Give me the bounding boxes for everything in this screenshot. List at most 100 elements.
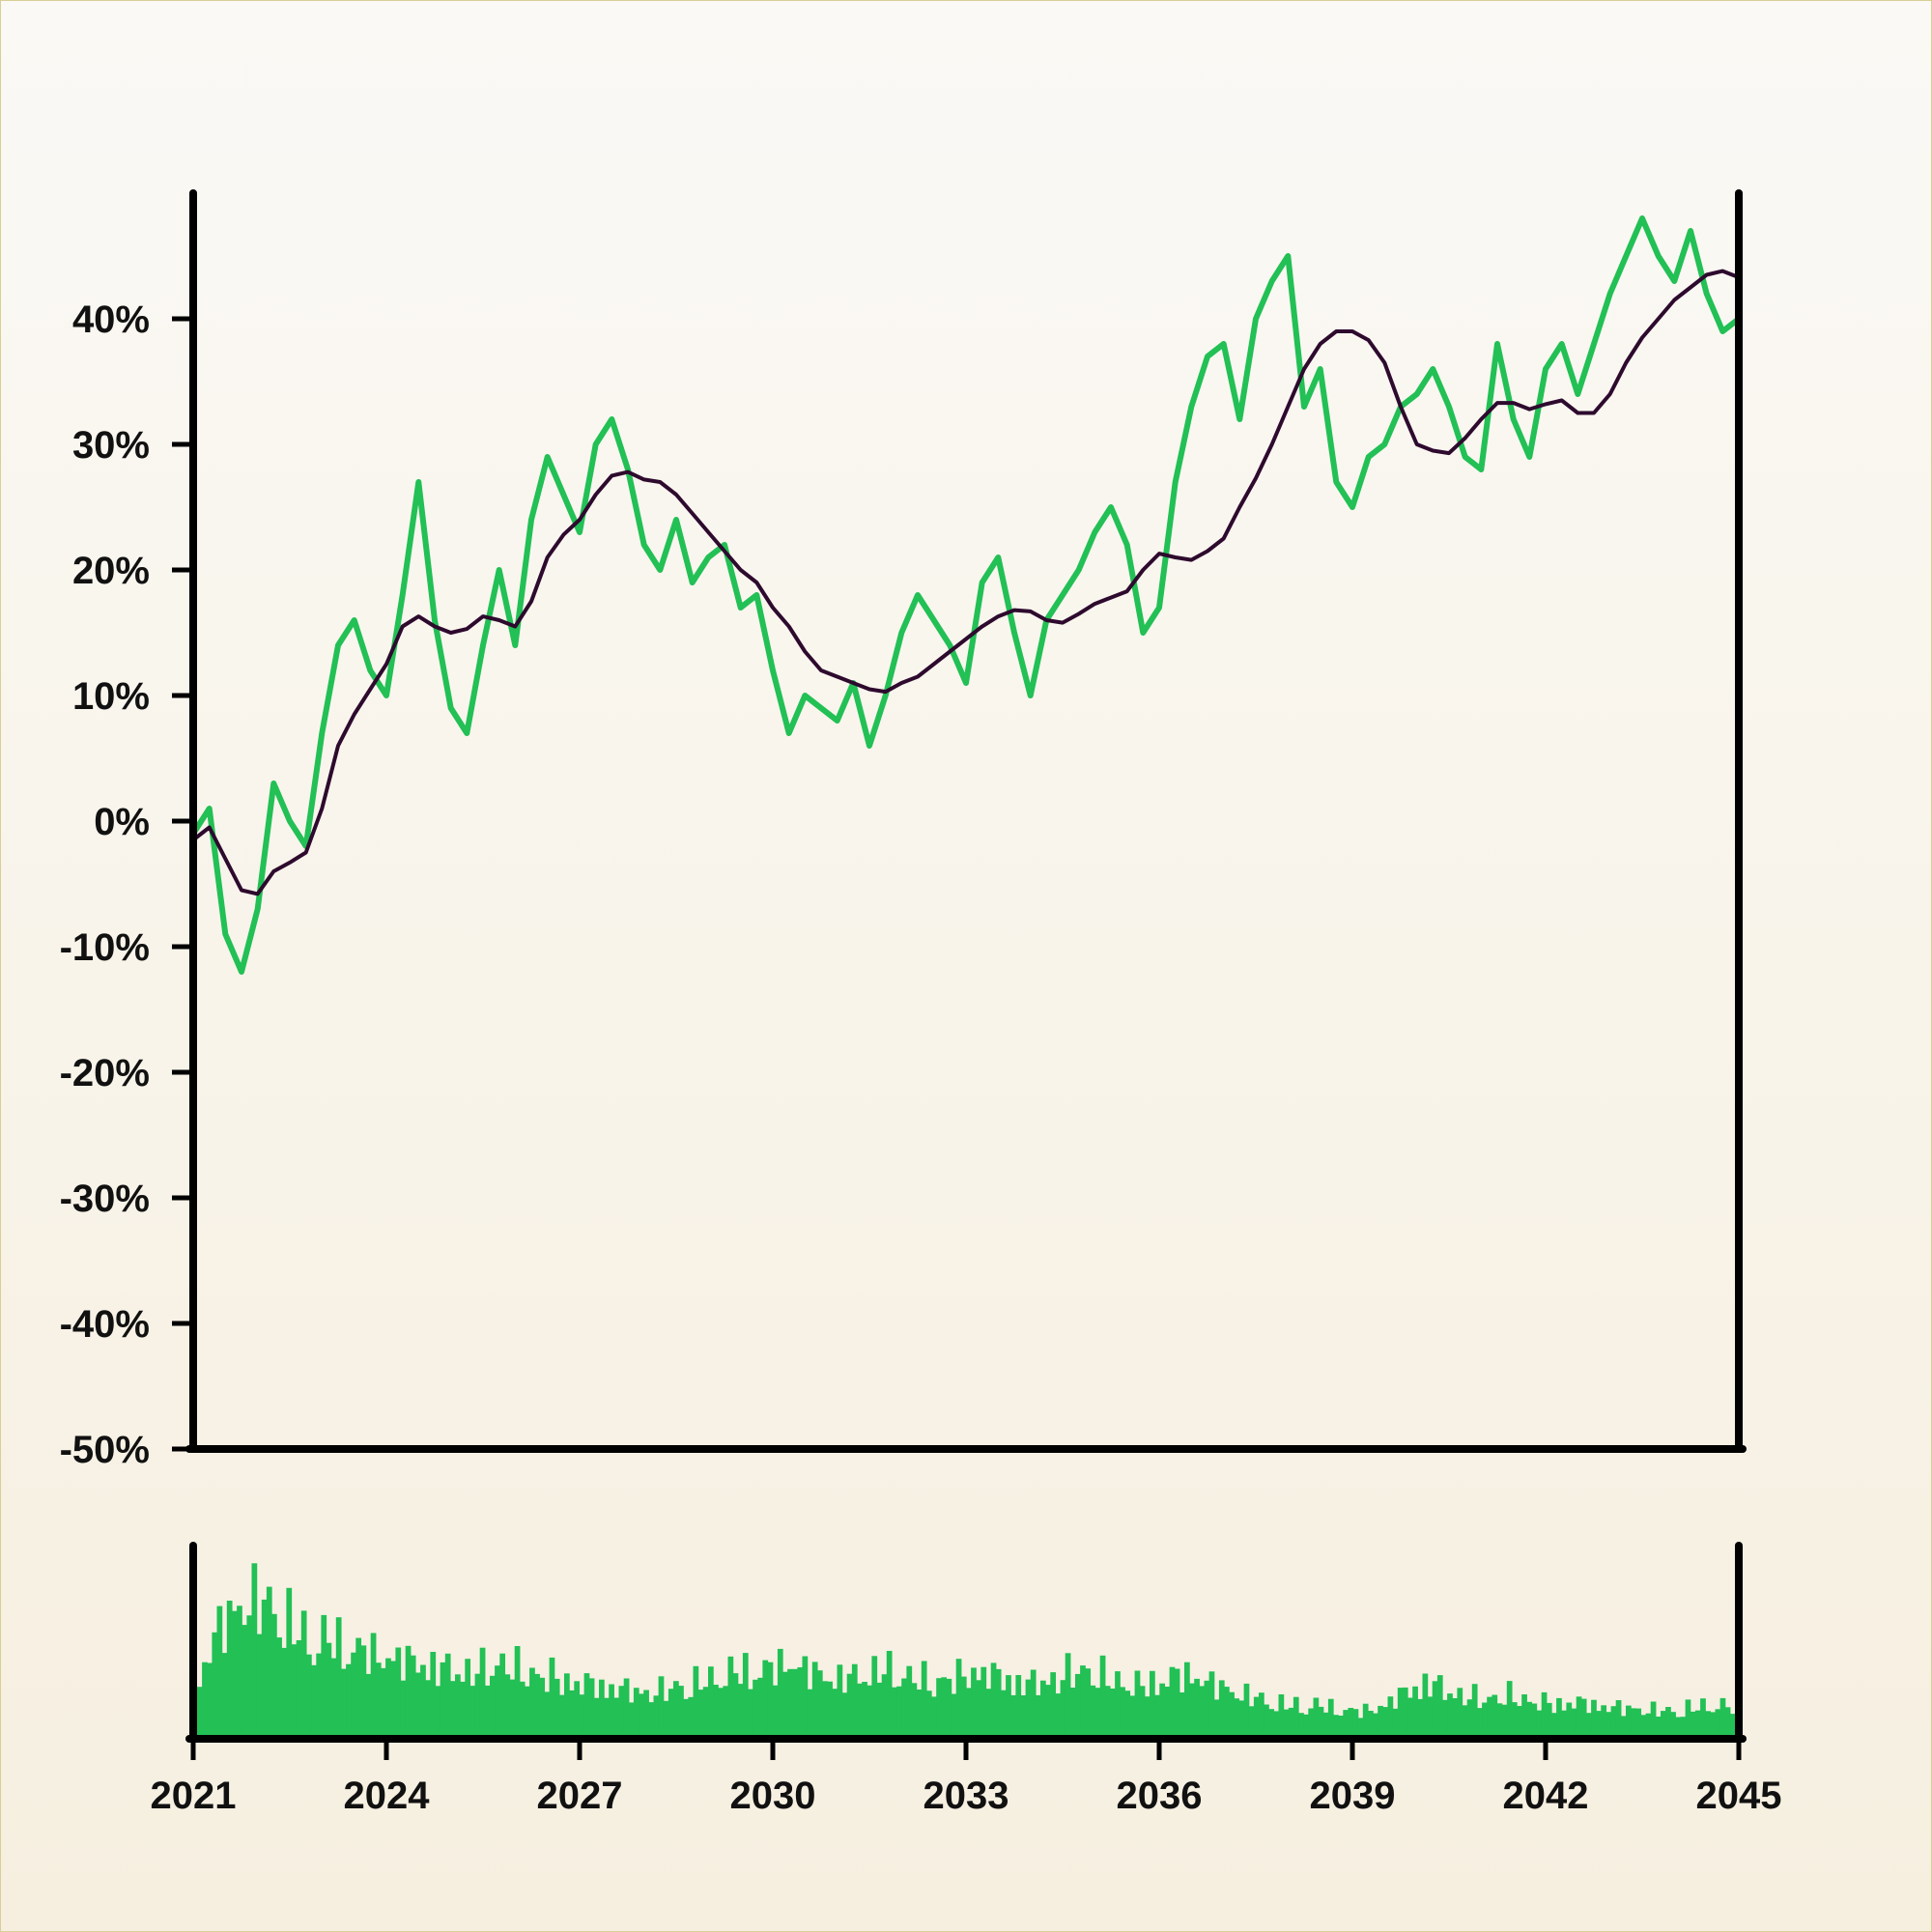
volume-bar bbox=[1694, 1710, 1701, 1739]
volume-bar bbox=[723, 1686, 729, 1739]
volume-bar bbox=[554, 1678, 560, 1739]
volume-bar bbox=[460, 1681, 466, 1739]
volume-bar bbox=[271, 1613, 277, 1739]
volume-bar bbox=[469, 1686, 476, 1739]
volume-bar bbox=[1631, 1708, 1636, 1739]
volume-bar bbox=[702, 1687, 709, 1739]
volume-bar bbox=[1412, 1686, 1418, 1739]
volume-bar bbox=[1224, 1687, 1230, 1739]
volume-bar bbox=[772, 1685, 779, 1739]
volume-bar bbox=[564, 1673, 570, 1739]
volume-bar bbox=[1566, 1702, 1573, 1739]
volume-bar bbox=[1243, 1683, 1250, 1739]
volume-bar bbox=[618, 1686, 625, 1739]
volume-bar bbox=[539, 1677, 546, 1739]
volume-bar bbox=[613, 1697, 620, 1739]
volume-bar bbox=[1546, 1702, 1552, 1739]
volume-bar bbox=[1124, 1690, 1131, 1739]
volume-bar bbox=[787, 1668, 793, 1739]
volume-bar bbox=[916, 1690, 923, 1739]
volume-bar bbox=[862, 1682, 867, 1739]
volume-bar bbox=[216, 1605, 223, 1739]
volume-bar bbox=[276, 1637, 282, 1739]
volume-bar bbox=[574, 1681, 581, 1739]
volume-bar bbox=[1248, 1706, 1255, 1739]
volume-bar bbox=[1174, 1668, 1180, 1739]
volume-bar bbox=[742, 1653, 749, 1739]
x-tick-label: 2036 bbox=[1117, 1775, 1203, 1817]
volume-bar bbox=[569, 1690, 575, 1739]
volume-bar bbox=[995, 1668, 1002, 1739]
volume-bar bbox=[465, 1659, 471, 1739]
volume-bar bbox=[490, 1675, 496, 1739]
volume-bar bbox=[718, 1688, 724, 1739]
volume-bar bbox=[683, 1698, 690, 1739]
volume-bar bbox=[811, 1662, 818, 1739]
volume-bar bbox=[1462, 1705, 1468, 1739]
volume-bar bbox=[1259, 1692, 1264, 1739]
x-tick-label: 2027 bbox=[537, 1775, 623, 1817]
volume-bar bbox=[971, 1667, 977, 1739]
x-tick-label: 2045 bbox=[1696, 1775, 1782, 1817]
volume-bar bbox=[390, 1661, 397, 1739]
volume-bar bbox=[1591, 1699, 1597, 1739]
volume-bar bbox=[261, 1599, 268, 1739]
volume-bar bbox=[837, 1664, 843, 1739]
volume-bar bbox=[599, 1679, 605, 1739]
volume-bar bbox=[330, 1658, 337, 1739]
volume-bar bbox=[1615, 1700, 1622, 1739]
volume-bar bbox=[673, 1681, 679, 1739]
volume-bar bbox=[1065, 1653, 1071, 1739]
volume-bar bbox=[296, 1640, 302, 1739]
moving-average-line bbox=[191, 269, 1740, 896]
volume-bar bbox=[604, 1697, 610, 1739]
y-tick-label: -10% bbox=[60, 926, 150, 969]
volume-bar bbox=[753, 1679, 758, 1739]
volume-bar bbox=[1264, 1704, 1269, 1739]
volume-bar bbox=[980, 1666, 987, 1739]
volume-bar bbox=[524, 1686, 530, 1739]
volume-bar bbox=[1402, 1687, 1408, 1739]
volume-bar bbox=[697, 1690, 704, 1739]
volume-bar bbox=[212, 1632, 218, 1739]
volume-bar bbox=[1234, 1698, 1240, 1739]
volume-bar bbox=[583, 1673, 590, 1739]
volume-bar bbox=[1710, 1712, 1717, 1739]
volume-bar bbox=[326, 1642, 332, 1739]
volume-bar bbox=[1442, 1699, 1448, 1739]
volume-bar bbox=[1352, 1709, 1359, 1739]
volume-bar bbox=[251, 1563, 258, 1739]
volume-bar bbox=[455, 1674, 461, 1739]
volume-bar bbox=[663, 1700, 669, 1739]
volume-bar bbox=[1610, 1706, 1617, 1739]
volume-bar bbox=[1665, 1707, 1671, 1739]
volume-bar bbox=[1496, 1703, 1503, 1739]
volume-bar bbox=[1040, 1680, 1046, 1739]
volume-bar bbox=[1729, 1714, 1736, 1739]
volume-bar bbox=[1303, 1714, 1309, 1739]
volume-bar bbox=[639, 1693, 644, 1739]
volume-bar bbox=[256, 1634, 263, 1739]
volume-bar bbox=[1492, 1694, 1498, 1739]
volume-bar bbox=[678, 1686, 684, 1739]
volume-bar bbox=[1179, 1692, 1185, 1739]
volume-bar bbox=[1675, 1717, 1682, 1739]
volume-bar bbox=[881, 1674, 888, 1739]
volume-bar bbox=[1585, 1713, 1592, 1739]
volume-bar bbox=[1006, 1675, 1011, 1739]
volume-bar bbox=[1035, 1694, 1041, 1739]
volume-bar bbox=[1343, 1710, 1350, 1739]
volume-bar bbox=[1164, 1687, 1171, 1739]
volume-bar bbox=[207, 1662, 213, 1739]
volume-bar bbox=[653, 1695, 660, 1739]
volume-bar bbox=[197, 1687, 203, 1739]
volume-bar bbox=[534, 1673, 540, 1739]
volume-bar bbox=[976, 1680, 982, 1739]
volume-bar bbox=[444, 1653, 451, 1739]
volume-bar bbox=[237, 1605, 242, 1739]
volume-bar bbox=[1213, 1699, 1220, 1739]
volume-bar bbox=[519, 1681, 526, 1739]
volume-bar bbox=[375, 1662, 382, 1739]
volume-bar bbox=[370, 1633, 377, 1739]
